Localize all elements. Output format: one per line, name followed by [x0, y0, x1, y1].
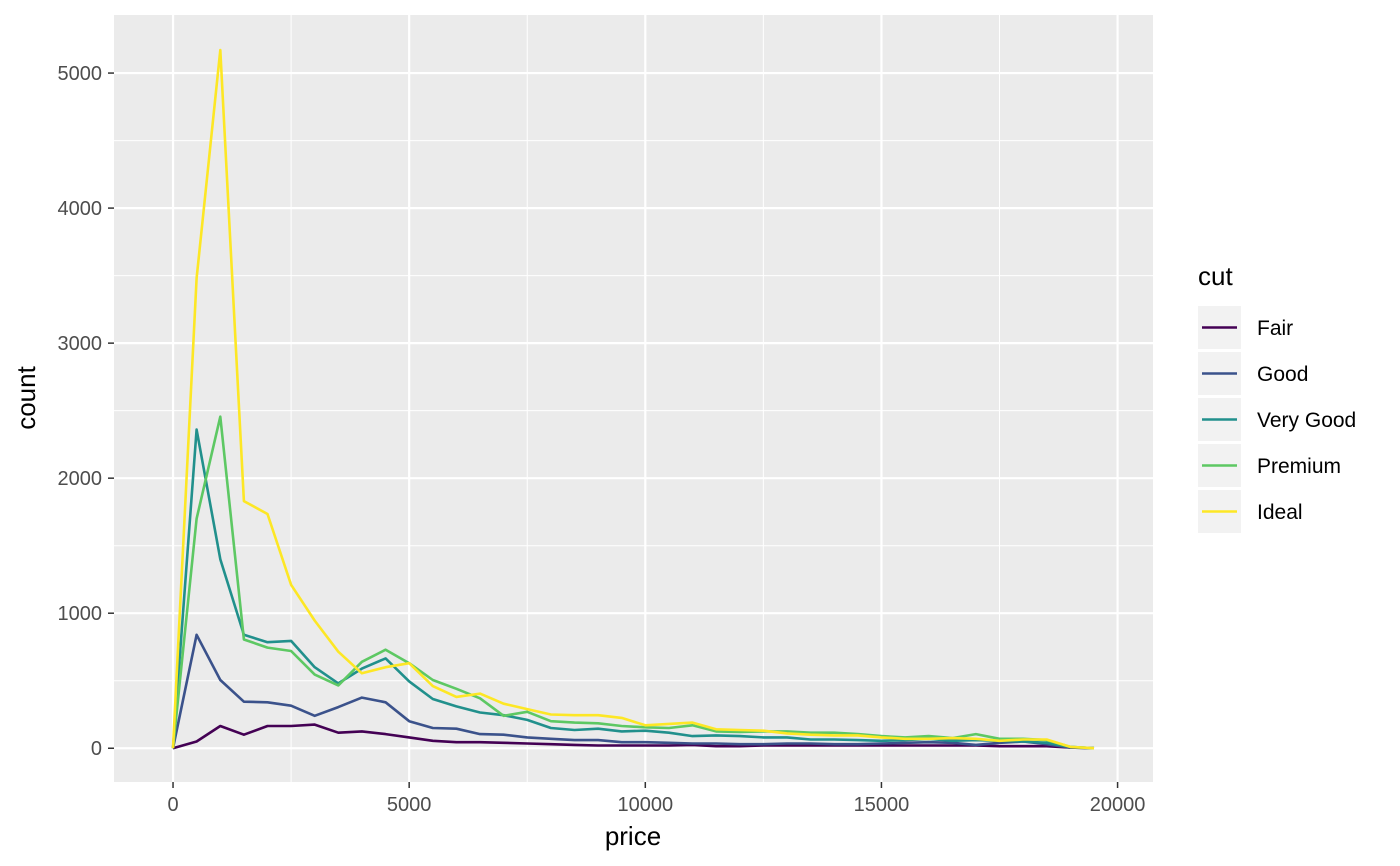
legend-label-good: Good — [1257, 363, 1308, 386]
series-line-fair — [172, 723, 1095, 750]
series-line-premium — [171, 415, 1095, 750]
y-axis: 0 1000 2000 3000 4000 5000 — [58, 63, 114, 760]
grid-major — [114, 15, 1153, 782]
grid-minor — [114, 15, 1153, 782]
x-tick-label: 20000 — [1090, 794, 1146, 816]
x-tick-label: 15000 — [854, 794, 910, 816]
y-tick-label: 2000 — [58, 468, 103, 490]
series-line-good — [171, 633, 1095, 750]
legend-label-premium: Premium — [1257, 455, 1341, 478]
x-axis: 0 5000 10000 15000 20000 — [167, 782, 1145, 816]
legend-label-very-good: Very Good — [1257, 409, 1356, 432]
legend-label-ideal: Ideal — [1257, 501, 1303, 524]
x-axis-title: price — [605, 821, 661, 851]
x-tick-label: 5000 — [387, 794, 432, 816]
legend-label-fair: Fair — [1257, 317, 1293, 340]
y-tick-label: 1000 — [58, 603, 103, 625]
y-tick-label: 4000 — [58, 198, 103, 220]
series-line-very-good — [171, 428, 1095, 750]
x-tick-label: 0 — [167, 794, 178, 816]
legend-title: cut — [1198, 261, 1233, 291]
y-tick-label: 5000 — [58, 63, 103, 85]
legend: cut Fair Good Very Good Premium Ideal — [1198, 261, 1356, 533]
plot-panel — [114, 15, 1153, 782]
y-tick-label: 3000 — [58, 333, 103, 355]
series-lines — [171, 48, 1095, 750]
x-tick-label: 10000 — [617, 794, 673, 816]
series-line-ideal — [171, 48, 1095, 750]
y-tick-label: 0 — [91, 738, 102, 760]
y-axis-title: count — [11, 365, 41, 429]
